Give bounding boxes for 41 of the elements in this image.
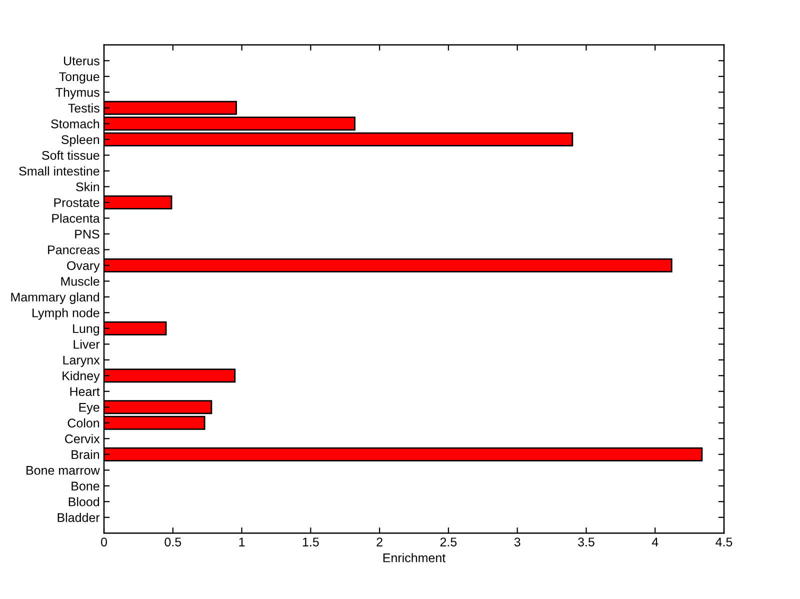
y-tick-label: Bladder <box>58 512 100 522</box>
x-tick-label: 4 <box>652 538 658 546</box>
y-tick-label: Tongue <box>59 72 100 84</box>
y-tick-label: Brain <box>72 450 100 460</box>
y-tick-label: Lung <box>73 324 100 336</box>
y-tick-label: Skin <box>76 182 100 192</box>
x-tick-label: 2.5 <box>440 538 457 546</box>
x-tick-label: 3 <box>514 538 520 546</box>
y-tick-label: Uterus <box>64 56 100 66</box>
x-tick-label: 4.5 <box>716 538 732 546</box>
y-tick-label: Cervix <box>65 434 100 444</box>
y-tick-label: Liver <box>74 340 100 349</box>
x-tick-label: 2 <box>376 538 382 546</box>
y-tick-label: Bone marrow <box>26 466 100 475</box>
x-tick-label: 3.5 <box>578 538 594 546</box>
y-tick-label: Lymph node <box>32 308 100 320</box>
y-tick-label: Placenta <box>52 214 100 223</box>
y-tick-label: Kidney <box>62 371 100 383</box>
x-tick-label: 0.5 <box>164 538 182 546</box>
y-tick-label: Soft tissue <box>42 150 100 160</box>
y-tick-label: Bone <box>72 482 100 491</box>
y-tick-label: Heart <box>70 387 100 396</box>
y-tick-label: Colon <box>68 418 100 428</box>
x-tick-label: 1.5 <box>302 538 319 546</box>
y-tick-label: Eye <box>79 403 100 414</box>
y-tick-label: Spleen <box>61 134 100 147</box>
y-tick-label: Larynx <box>63 356 100 368</box>
y-tick-label: Mammary gland <box>11 292 100 304</box>
x-tick-label: 0 <box>101 538 107 546</box>
y-tick-label: Muscle <box>61 276 100 286</box>
y-tick-label: Thymus <box>56 88 100 100</box>
y-tick-label: Prostate <box>54 198 100 208</box>
x-tick-label: 1 <box>239 538 245 546</box>
y-tick-label: Ovary <box>67 261 100 273</box>
y-tick-label: Small intestine <box>19 166 100 176</box>
y-tick-label: Blood <box>68 497 100 506</box>
y-tick-label: PNS <box>75 230 100 239</box>
y-tick-label: Testis <box>68 103 100 113</box>
y-tick-label: Stomach <box>51 119 100 128</box>
y-tick-label: Pancreas <box>48 246 100 254</box>
x-axis-title: Enrichment <box>383 553 446 562</box>
